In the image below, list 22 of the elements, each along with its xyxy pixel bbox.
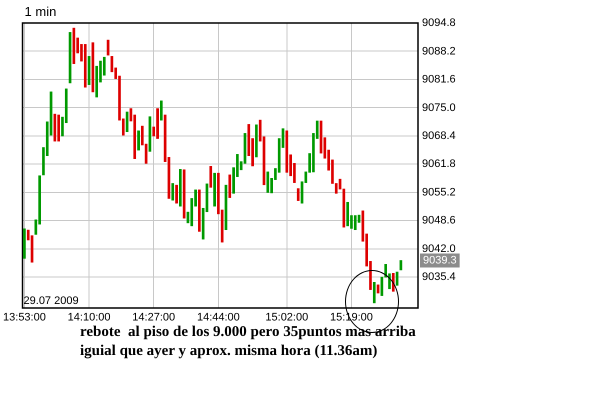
y-tick-label: 9055.2 (422, 186, 456, 198)
x-tick-label: 14:44:00 (196, 312, 240, 324)
y-tick-label: 9081.6 (422, 74, 456, 86)
y-tick-label: 9048.6 (422, 214, 456, 227)
x-tick-label: 14:10:00 (68, 312, 110, 324)
x-tick-label: 14:27:00 (132, 312, 176, 324)
y-tick-label: 9088.2 (422, 45, 456, 58)
annotation: 9039.3 (423, 254, 457, 267)
y-tick-label: 9061.8 (422, 158, 456, 170)
annotation: 29.07 2009 (24, 295, 79, 307)
text: rebote al piso de los 9.000 pero 35puntos mas arriba (80, 324, 416, 341)
y-tick-label: 9042.0 (422, 242, 456, 255)
y-tick-label: 9035.4 (422, 271, 456, 284)
y-tick-label: 9075.0 (422, 102, 456, 114)
y-tick-label: 9094.8 (422, 17, 456, 30)
text: iguial que ayer y aprox. misma hora (11.36am) (80, 343, 378, 360)
candlestick (354, 215, 357, 230)
y-tick-label: 9068.4 (422, 130, 456, 142)
x-tick-label: 15:02:00 (265, 312, 308, 324)
x-tick-label: 13:53:00 (3, 312, 46, 324)
candlestick (346, 202, 349, 226)
chart-title: 1 min (24, 4, 56, 19)
